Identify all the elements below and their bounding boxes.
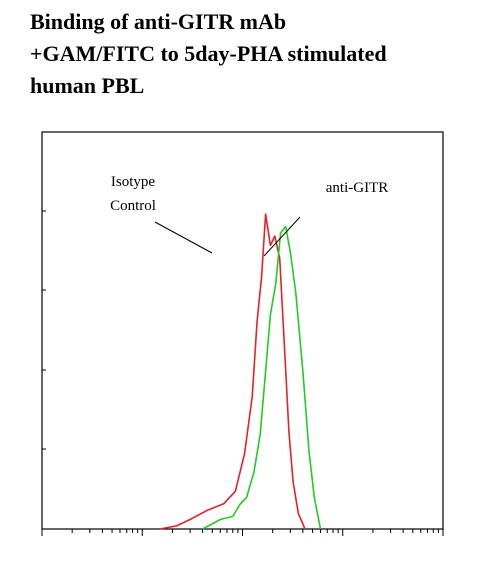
isotype-control-pointer bbox=[154, 221, 213, 254]
anti-gitr-pointer bbox=[263, 216, 301, 257]
y-axis-ticks bbox=[42, 131, 46, 530]
series-layer bbox=[159, 213, 322, 530]
x-axis-ticks bbox=[41, 529, 444, 536]
isotype-control-label-line-1: Isotype bbox=[111, 174, 156, 190]
isotype-control-label-line-2: Control bbox=[110, 198, 156, 214]
chart-title-line-2: +GAM/FITC to 5day-PHA stimulated bbox=[30, 41, 387, 66]
chart-title: Binding of anti-GITR mAb +GAM/FITC to 5d… bbox=[30, 6, 500, 102]
chart-title-line-3: human PBL bbox=[30, 73, 145, 98]
anti-gitr-label: anti-GITR bbox=[326, 180, 388, 196]
chart-title-line-1: Binding of anti-GITR mAb bbox=[30, 9, 287, 34]
isotype-control-series-line bbox=[159, 213, 306, 530]
anti-gitr-series-line bbox=[202, 225, 322, 530]
